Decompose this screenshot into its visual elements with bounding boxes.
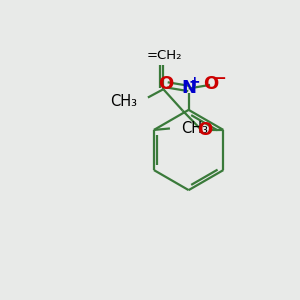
Text: +: + — [189, 75, 200, 89]
Text: O: O — [158, 75, 173, 93]
Text: CH₃: CH₃ — [110, 94, 137, 109]
Text: N: N — [181, 80, 196, 98]
Text: O: O — [204, 75, 219, 93]
Text: O: O — [197, 121, 213, 139]
Text: =CH₂: =CH₂ — [147, 49, 183, 62]
Text: −: − — [213, 71, 226, 86]
Text: CH₃: CH₃ — [181, 121, 208, 136]
